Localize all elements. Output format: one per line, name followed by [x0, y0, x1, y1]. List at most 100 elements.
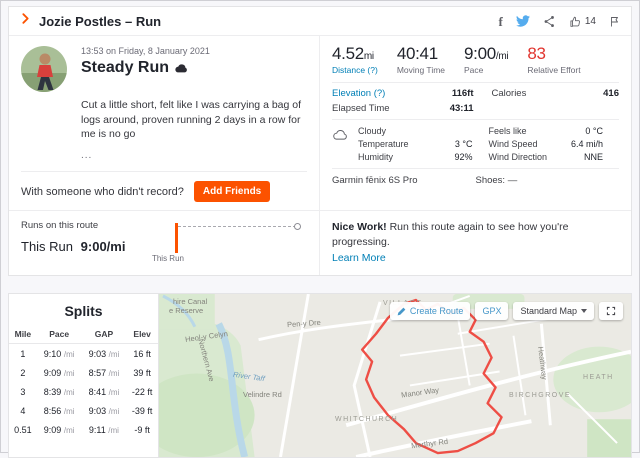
- route-map[interactable]: hire Canal e Reserve VILLAGE Pen-y Dre H…: [159, 294, 631, 458]
- temperature-label: Temperature: [358, 139, 409, 149]
- wind-direction-value: NNE: [583, 152, 603, 162]
- facebook-share-button[interactable]: f: [499, 15, 503, 28]
- split-mile: 1: [20, 348, 26, 359]
- elapsed-label: Elapsed Time: [332, 103, 390, 114]
- gpx-button[interactable]: GPX: [475, 302, 509, 321]
- pace-unit: /mi: [495, 51, 509, 62]
- create-route-label: Create Route: [409, 306, 464, 317]
- elapsed-value: 43:11: [449, 103, 474, 114]
- activity-header-bar: Jozie Postles – Run f 14: [9, 7, 631, 36]
- facebook-icon: f: [498, 13, 503, 29]
- flag-button[interactable]: [609, 15, 621, 28]
- split-row[interactable]: 0.51 9:09 /mi 9:11 /mi -9 ft: [9, 420, 158, 439]
- splits-panel: Splits Mile Pace GAP Elev 1 9:10 /mi 9:0…: [9, 294, 159, 458]
- map-style-dropdown[interactable]: Standard Map: [513, 302, 594, 321]
- nice-work-text: Run this route again to see how you're p…: [332, 221, 569, 248]
- feels-like-label: Feels like: [488, 126, 527, 136]
- create-route-button[interactable]: Create Route: [389, 302, 471, 321]
- gap-unit: /mi: [108, 349, 120, 359]
- distance-unit: mi: [363, 51, 374, 62]
- cloudy-weather-icon: [332, 126, 358, 162]
- expand-icon: [606, 307, 616, 316]
- temperature-value: 3 °C: [454, 139, 473, 149]
- learn-more-link[interactable]: Learn More: [332, 252, 386, 265]
- split-row[interactable]: 4 8:56 /mi 9:03 /mi -39 ft: [9, 401, 158, 420]
- split-pace: 8:56 /mi: [37, 401, 82, 420]
- show-more-button[interactable]: ...: [81, 150, 93, 162]
- activity-card: Jozie Postles – Run f 14: [8, 6, 632, 277]
- pace-value: 9:00: [464, 44, 496, 63]
- thumbs-up-icon: [570, 16, 580, 27]
- cloud-icon: [175, 64, 187, 73]
- detail-stats-table: Elevation (?) 116ft Calories 416 Elapsed…: [332, 82, 619, 120]
- splits-title: Splits: [64, 303, 103, 320]
- chart-this-run-marker: [174, 223, 178, 254]
- col-mile: Mile: [9, 326, 37, 345]
- pace-unit: /mi: [63, 387, 75, 397]
- distance-label[interactable]: Distance (?): [332, 65, 378, 75]
- moving-time-label: Moving Time: [396, 65, 446, 75]
- this-run-pace: 9:00/mi: [80, 239, 126, 255]
- pace-label: Pace: [464, 65, 484, 75]
- col-elev: Elev: [126, 326, 158, 345]
- split-elev: -22 ft: [131, 386, 153, 397]
- fullscreen-button[interactable]: [599, 302, 623, 321]
- kudos-count: 14: [584, 15, 596, 27]
- gap: 9:03: [88, 405, 107, 416]
- pace-unit: /mi: [63, 349, 75, 359]
- split-pace: 8:39 /mi: [37, 382, 82, 401]
- calories-label: Calories: [491, 88, 527, 99]
- flag-icon: [611, 16, 618, 26]
- split-mile: 3: [20, 386, 26, 397]
- stat-relative-effort: 83 Relative Effort: [527, 44, 580, 75]
- share-button[interactable]: [543, 15, 556, 28]
- gap: 9:11: [88, 424, 106, 435]
- distance-value: 4.52: [332, 44, 364, 63]
- splits-map-section: Splits Mile Pace GAP Elev 1 9:10 /mi 9:0…: [8, 293, 632, 458]
- route-section-title: Runs on this route: [21, 220, 99, 232]
- nice-work-heading: Nice Work!: [332, 221, 387, 234]
- split-mile: 2: [20, 367, 26, 378]
- elevation-label[interactable]: Elevation (?): [332, 88, 386, 99]
- gap: 8:57: [88, 367, 107, 378]
- athlete-avatar[interactable]: [21, 46, 67, 92]
- split-gap: 9:03 /mi: [82, 344, 127, 364]
- split-row[interactable]: 3 8:39 /mi 8:41 /mi -22 ft: [9, 382, 158, 401]
- activity-timestamp: 13:53 on Friday, 8 January 2021: [81, 46, 210, 56]
- split-pace: 9:09 /mi: [37, 363, 82, 382]
- split-elev: 39 ft: [133, 367, 151, 378]
- gap: 9:03: [88, 348, 107, 359]
- wind-direction-label: Wind Direction: [488, 152, 548, 162]
- split-gap: 9:11 /mi: [82, 420, 127, 439]
- split-pace: 9:10 /mi: [37, 344, 82, 364]
- col-gap: GAP: [81, 326, 127, 345]
- splits-table: Mile Pace GAP Elev 1 9:10 /mi 9:03 /mi 1…: [9, 326, 158, 439]
- add-friends-button[interactable]: Add Friends: [193, 181, 271, 203]
- humidity-value: 92%: [454, 152, 473, 162]
- share-icon: [544, 15, 554, 27]
- pace-unit: /mi: [63, 425, 75, 435]
- device-name: Garmin fēnix 6S Pro: [332, 175, 418, 186]
- kudos-button[interactable]: 14: [569, 15, 596, 28]
- weather-panel: Cloudy Temperature 3 °C Humidity 92% Fee…: [332, 120, 619, 169]
- split-mile: 4: [20, 405, 26, 416]
- weather-condition: Cloudy: [358, 126, 387, 136]
- map-style-label: Standard Map: [520, 306, 577, 317]
- activity-body: 13:53 on Friday, 8 January 2021 Steady R…: [9, 36, 631, 211]
- pencil-icon: [397, 307, 406, 315]
- effort-value: 83: [527, 44, 546, 63]
- pace-unit: /mi: [63, 406, 75, 416]
- activity-title: Steady Run: [81, 59, 170, 76]
- split-gap: 9:03 /mi: [82, 401, 127, 420]
- twitter-share-button[interactable]: [515, 15, 530, 27]
- pace: 8:56: [43, 405, 62, 416]
- chart-marker-label: This Run: [151, 254, 184, 264]
- activity-info: 13:53 on Friday, 8 January 2021 Steady R…: [9, 36, 320, 211]
- split-row[interactable]: 1 9:10 /mi 9:03 /mi 16 ft: [9, 344, 158, 364]
- map-canvas: [159, 294, 631, 458]
- col-pace: Pace: [36, 326, 82, 345]
- split-row[interactable]: 2 9:09 /mi 8:57 /mi 39 ft: [9, 363, 158, 382]
- gap-unit: /mi: [108, 387, 120, 397]
- twitter-icon: [515, 15, 530, 27]
- page-title: Jozie Postles – Run: [39, 13, 162, 29]
